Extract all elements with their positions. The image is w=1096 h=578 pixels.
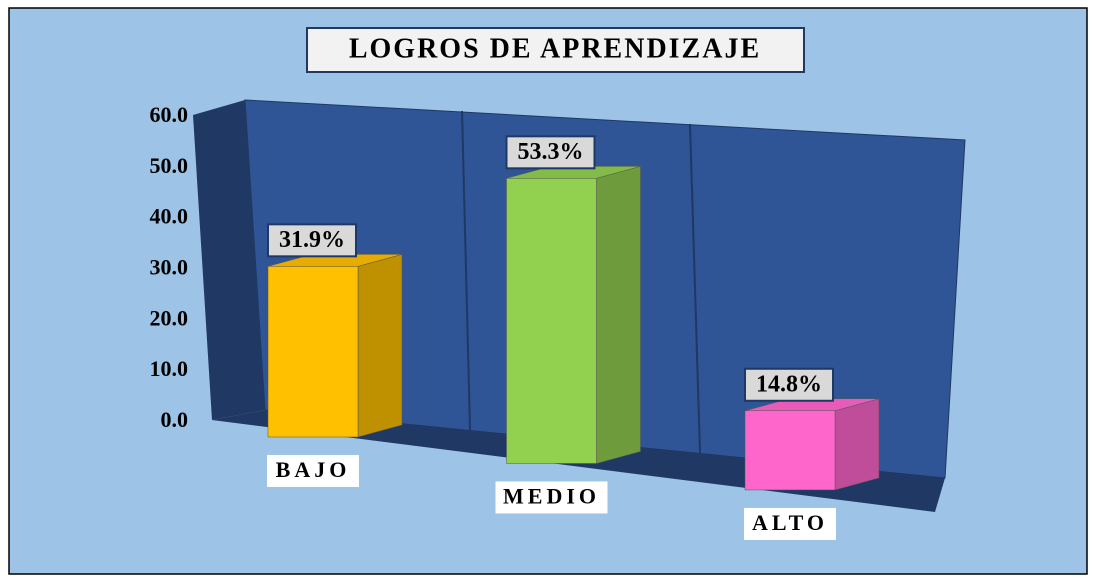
x-tick-label: BAJO	[276, 457, 351, 482]
wall-divider	[689, 123, 701, 454]
x-tick-label: ALTO	[752, 510, 828, 535]
bar	[506, 178, 597, 464]
title-box	[306, 27, 805, 73]
wall-divider	[461, 110, 471, 431]
value-label: 53.3%	[518, 139, 584, 165]
y-tick-label: 30.0	[150, 255, 189, 280]
side-wall	[193, 100, 265, 420]
value-label-box	[744, 367, 834, 402]
chart-title: LOGROS DE APRENDIZAJE	[349, 33, 761, 64]
value-label: 14.8%	[756, 371, 822, 397]
category-box	[267, 455, 359, 487]
value-label-box	[505, 135, 596, 170]
bar	[744, 410, 836, 491]
value-label: 31.9%	[279, 227, 345, 253]
value-label-box	[267, 223, 357, 258]
y-tick-label: 20.0	[150, 305, 189, 330]
bar-side	[357, 254, 403, 438]
y-tick-label: 10.0	[150, 356, 189, 381]
bar	[267, 266, 359, 438]
x-tick-label: MEDIO	[503, 484, 600, 509]
bar-side	[596, 165, 641, 464]
category-box	[744, 507, 836, 540]
y-tick-label: 60.0	[150, 102, 189, 127]
y-tick-label: 50.0	[150, 153, 189, 178]
y-tick-label: 40.0	[150, 204, 189, 229]
category-box	[495, 481, 608, 514]
bar-side	[834, 398, 880, 491]
y-tick-label: 0.0	[161, 407, 189, 432]
